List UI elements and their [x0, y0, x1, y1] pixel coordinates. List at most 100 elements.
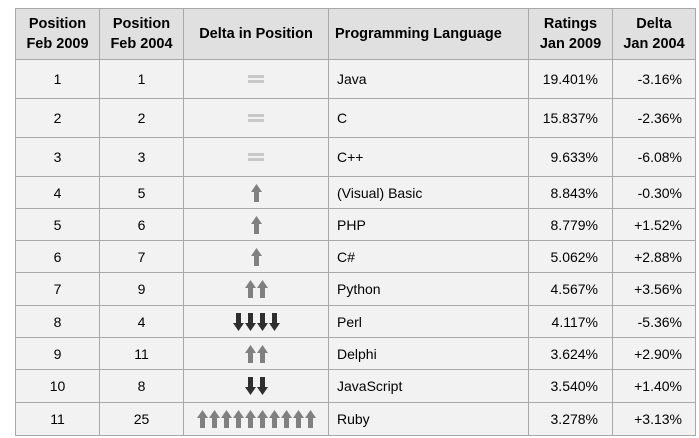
arrow-up-icon — [250, 247, 262, 266]
language-ranking-table: Position Feb 2009 Position Feb 2004 Delt… — [15, 8, 696, 436]
arrow-up-icon — [196, 410, 208, 428]
header-ratings-line2: Jan 2009 — [539, 36, 602, 52]
delta-position-cell — [183, 305, 329, 338]
delta-ratings-cell: -2.36% — [612, 98, 696, 138]
header-delta-jan-2004: Delta Jan 2004 — [612, 8, 696, 60]
header-position-feb-2004-line2: Feb 2004 — [110, 36, 173, 52]
ratings-cell: 3.624% — [528, 337, 613, 370]
arrow-down-icon — [244, 312, 256, 331]
delta-ratings-cell: +3.13% — [612, 402, 696, 436]
position-feb-2004-cell: 25 — [99, 402, 184, 436]
position-feb-2009-cell: 5 — [15, 208, 100, 241]
table-row: 2 2 C 15.837% -2.36% — [15, 98, 696, 138]
equal-icon — [248, 114, 264, 122]
ratings-cell: 3.278% — [528, 402, 613, 436]
delta-ratings-cell: -3.16% — [612, 59, 696, 99]
position-feb-2004-cell: 11 — [99, 337, 184, 370]
position-feb-2009-cell: 6 — [15, 240, 100, 273]
header-position-feb-2009-line1: Position — [28, 16, 87, 32]
arrow-down-icon — [256, 377, 268, 395]
arrow-up-icon — [268, 410, 280, 428]
arrow-up-icon — [256, 410, 268, 428]
arrow-up-icon — [208, 410, 220, 428]
ratings-cell: 5.062% — [528, 240, 613, 273]
header-position-feb-2004-line1: Position — [112, 16, 171, 32]
arrow-up-icon — [304, 410, 316, 428]
language-cell: Ruby — [328, 402, 529, 436]
arrow-up-icon — [280, 410, 292, 428]
position-feb-2004-cell: 2 — [99, 98, 184, 138]
arrow-up-icon — [232, 410, 244, 428]
delta-position-cell — [183, 272, 329, 306]
position-feb-2009-cell: 7 — [15, 272, 100, 306]
language-cell: C# — [328, 240, 529, 273]
delta-position-cell — [183, 98, 329, 138]
delta-ratings-cell: +3.56% — [612, 272, 696, 306]
arrow-down-icon — [256, 312, 268, 331]
ratings-cell: 4.567% — [528, 272, 613, 306]
language-cell: JavaScript — [328, 369, 529, 403]
arrow-down-icon — [244, 377, 256, 395]
delta-position-cell — [183, 59, 329, 99]
language-cell: C — [328, 98, 529, 138]
arrow-up-icon — [220, 410, 232, 428]
position-feb-2009-cell: 3 — [15, 137, 100, 177]
position-feb-2004-cell: 1 — [99, 59, 184, 99]
position-feb-2009-cell: 11 — [15, 402, 100, 436]
equal-icon — [248, 75, 264, 83]
header-ratings-line1: Ratings — [543, 16, 598, 32]
table-body: 1 1 Java 19.401% -3.16% 2 2 C 15.837% -2.36% 3 3 C++… — [15, 59, 696, 436]
position-feb-2009-cell: 10 — [15, 369, 100, 403]
header-delta-line1: Delta — [636, 16, 672, 32]
table-row: 8 4 Perl 4.117% -5.36% — [15, 305, 696, 338]
table-row: 1 1 Java 19.401% -3.16% — [15, 59, 696, 99]
position-feb-2004-cell: 4 — [99, 305, 184, 338]
language-cell: PHP — [328, 208, 529, 241]
position-feb-2004-cell: 5 — [99, 176, 184, 209]
delta-position-cell — [183, 240, 329, 273]
header-position-feb-2004: Position Feb 2004 — [99, 8, 184, 60]
header-delta-line2: Jan 2004 — [623, 36, 685, 52]
header-row: Position Feb 2009 Position Feb 2004 Delt… — [15, 8, 696, 60]
position-feb-2004-cell: 9 — [99, 272, 184, 306]
table-row: 7 9 Python 4.567% +3.56% — [15, 272, 696, 306]
language-cell: (Visual) Basic — [328, 176, 529, 209]
delta-ratings-cell: -0.30% — [612, 176, 696, 209]
arrow-up-icon — [292, 410, 304, 428]
delta-ratings-cell: -6.08% — [612, 137, 696, 177]
delta-position-cell — [183, 337, 329, 370]
delta-position-cell — [183, 369, 329, 403]
position-feb-2004-cell: 3 — [99, 137, 184, 177]
delta-position-cell — [183, 176, 329, 209]
equal-icon — [248, 153, 264, 161]
ratings-cell: 8.843% — [528, 176, 613, 209]
ratings-cell: 3.540% — [528, 369, 613, 403]
header-ratings-jan-2009: Ratings Jan 2009 — [528, 8, 613, 60]
arrow-up-icon — [244, 344, 256, 363]
language-cell: Python — [328, 272, 529, 306]
language-cell: Delphi — [328, 337, 529, 370]
table-row: 4 5 (Visual) Basic 8.843% -0.30% — [15, 176, 696, 209]
arrow-up-icon — [256, 280, 268, 298]
delta-ratings-cell: +1.52% — [612, 208, 696, 241]
delta-ratings-cell: -5.36% — [612, 305, 696, 338]
arrow-up-icon — [250, 183, 262, 202]
table-row: 9 11 Delphi 3.624% +2.90% — [15, 337, 696, 370]
language-cell: C++ — [328, 137, 529, 177]
position-feb-2009-cell: 4 — [15, 176, 100, 209]
ratings-cell: 9.633% — [528, 137, 613, 177]
arrow-up-icon — [244, 280, 256, 298]
header-programming-language: Programming Language — [328, 8, 529, 60]
header-position-feb-2009-line2: Feb 2009 — [26, 36, 89, 52]
position-feb-2004-cell: 8 — [99, 369, 184, 403]
delta-position-cell — [183, 208, 329, 241]
position-feb-2009-cell: 2 — [15, 98, 100, 138]
ratings-cell: 8.779% — [528, 208, 613, 241]
position-feb-2004-cell: 7 — [99, 240, 184, 273]
language-cell: Java — [328, 59, 529, 99]
arrow-down-icon — [232, 312, 244, 331]
position-feb-2004-cell: 6 — [99, 208, 184, 241]
ratings-cell: 4.117% — [528, 305, 613, 338]
position-feb-2009-cell: 9 — [15, 337, 100, 370]
ratings-cell: 15.837% — [528, 98, 613, 138]
